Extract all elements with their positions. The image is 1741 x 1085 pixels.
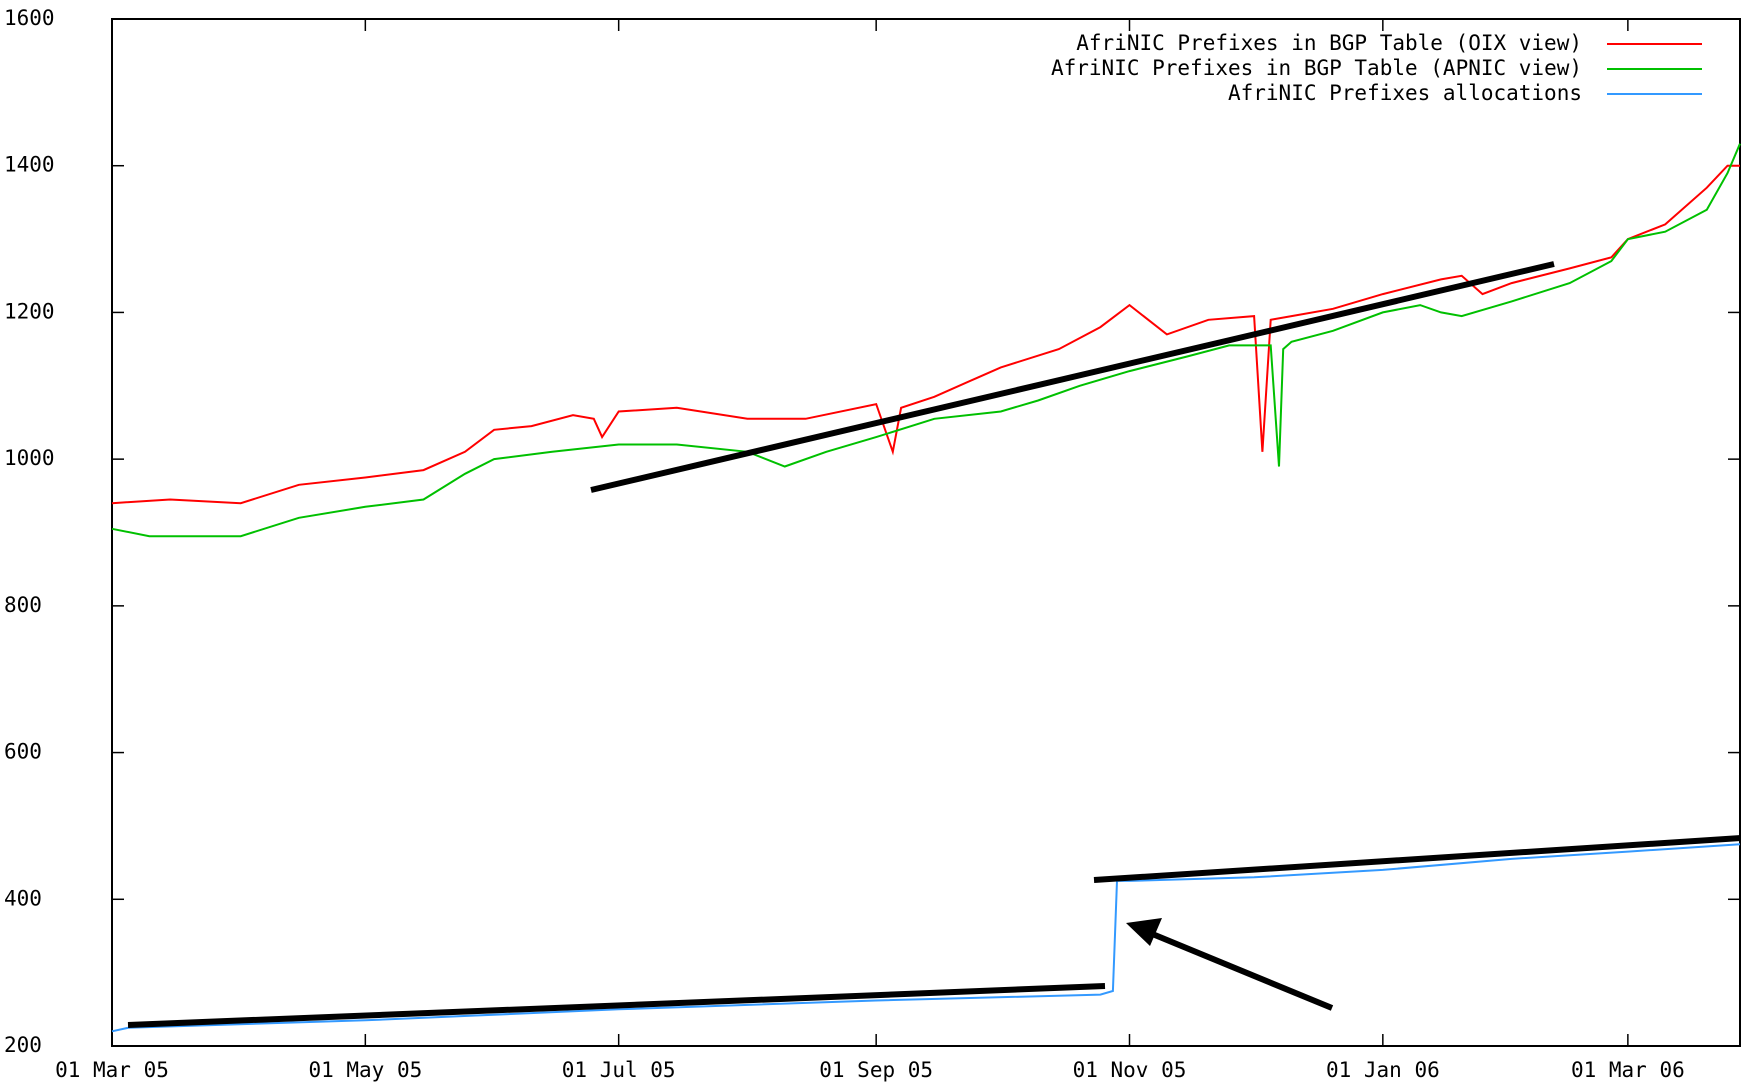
x-tick-label: 01 Sep 05	[819, 1058, 933, 1082]
x-tick-label: 01 Mar 05	[55, 1058, 169, 1082]
legend-label: AfriNIC Prefixes in BGP Table (APNIC vie…	[1051, 56, 1582, 80]
x-tick-label: 01 Jan 06	[1326, 1058, 1440, 1082]
y-tick-label: 200	[4, 1033, 42, 1057]
x-tick-label: 01 Mar 06	[1571, 1058, 1685, 1082]
trend-line	[127, 983, 1106, 1028]
x-tick-label: 01 Nov 05	[1073, 1058, 1187, 1082]
trend-line	[590, 261, 1555, 493]
series-line	[111, 843, 1741, 1033]
y-tick-label: 1600	[4, 6, 55, 30]
y-tick-label: 800	[4, 593, 42, 617]
y-tick-label: 1400	[4, 153, 55, 177]
y-tick-label: 1000	[4, 446, 55, 470]
y-tick-label: 1200	[4, 299, 55, 323]
x-tick-label: 01 May 05	[308, 1058, 422, 1082]
series-line	[111, 143, 1741, 538]
trend-line	[1093, 835, 1741, 883]
y-tick-label: 400	[4, 886, 42, 910]
y-tick-label: 600	[4, 740, 42, 764]
series-line	[111, 164, 1740, 505]
arrow-head	[1126, 918, 1162, 946]
plot-area: 200 400 600 800 1000 1200 1400 1600 01 Mar 05 01 …	[4, 6, 1741, 1082]
legend-label: AfriNIC Prefixes in BGP Table (OIX view)	[1076, 31, 1582, 55]
legend-label: AfriNIC Prefixes allocations	[1228, 81, 1582, 105]
arrow-shaft	[1148, 930, 1334, 1011]
plot-border	[111, 18, 1741, 1047]
annotations	[127, 261, 1741, 1028]
x-tick-label: 01 Jul 05	[562, 1058, 676, 1082]
